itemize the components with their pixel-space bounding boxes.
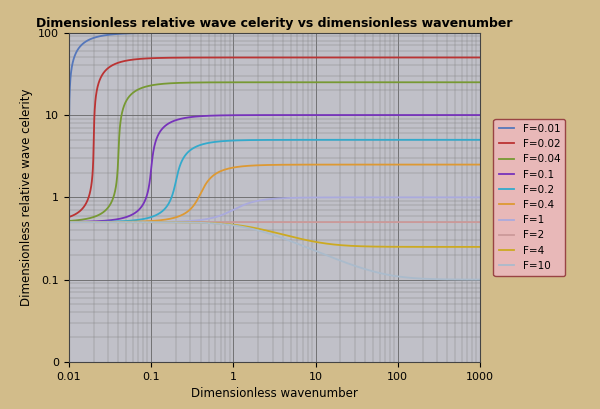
Y-axis label: Dimensionless relative wave celerity: Dimensionless relative wave celerity (20, 89, 33, 306)
X-axis label: Dimensionless wavenumber: Dimensionless wavenumber (191, 387, 358, 400)
Legend: F=0.01, F=0.02, F=0.04, F=0.1, F=0.2, F=0.4, F=1, F=2, F=4, F=10: F=0.01, F=0.02, F=0.04, F=0.1, F=0.2, F=… (493, 119, 565, 276)
Title: Dimensionless relative wave celerity vs dimensionless wavenumber: Dimensionless relative wave celerity vs … (36, 17, 513, 30)
